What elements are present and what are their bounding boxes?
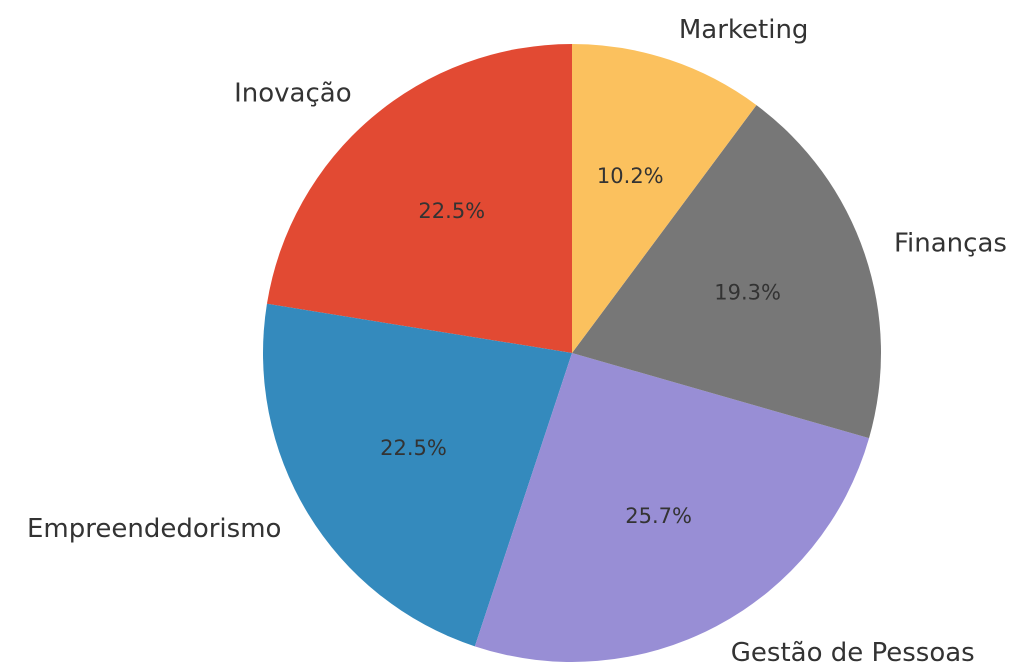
pie-slice (572, 105, 881, 439)
value-label: 25.7% (625, 504, 692, 528)
value-label: 22.5% (418, 199, 485, 223)
pie-slice (474, 353, 870, 662)
slice-label: Marketing (679, 15, 809, 45)
value-label: 10.2% (597, 164, 664, 188)
pie-slice (266, 44, 572, 353)
slice-label: Inovação (234, 79, 352, 109)
slice-label: Finanças (894, 229, 1007, 259)
value-label: 22.5% (380, 436, 447, 460)
slice-label: Empreendedorismo (27, 514, 281, 544)
pie-slice (263, 303, 572, 647)
value-label: 19.3% (714, 281, 781, 305)
slice-label: Gestão de Pessoas (731, 638, 975, 663)
pie-slice (572, 43, 757, 353)
